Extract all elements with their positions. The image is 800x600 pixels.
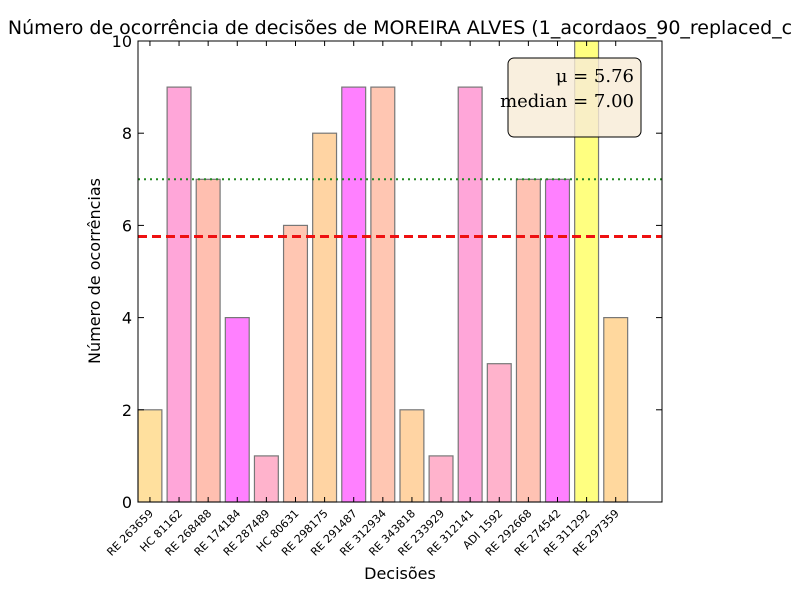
bar — [370, 86, 396, 503]
bar — [399, 409, 425, 503]
chart-title: Número de ocorrência de decisões de MORE… — [8, 17, 792, 39]
plot-frame — [137, 40, 663, 503]
y-axis-label: Número de ocorrências — [85, 178, 104, 364]
bar — [166, 86, 192, 503]
bar — [544, 178, 571, 503]
bar — [457, 86, 483, 503]
y-tick-label: 10 — [112, 32, 132, 51]
bar — [282, 224, 309, 503]
y-tick-label: 0 — [122, 493, 132, 512]
bar — [341, 86, 367, 503]
reference-lines — [138, 178, 662, 238]
y-tick-label: 4 — [122, 309, 132, 328]
y-tick-label: 6 — [122, 216, 132, 235]
stats-box: μ = 5.76 median = 7.00 — [500, 57, 642, 138]
median-label: median = 7.00 — [500, 91, 634, 112]
bar — [428, 455, 454, 503]
bar — [195, 178, 221, 503]
bars-group — [137, 40, 629, 503]
y-tick-label: 2 — [122, 401, 132, 420]
bar — [312, 132, 338, 503]
x-axis-label: Decisões — [364, 564, 436, 583]
bar — [137, 409, 163, 503]
bar — [224, 317, 250, 503]
bar — [253, 455, 279, 503]
y-tick-label: 8 — [122, 124, 132, 143]
stats-box-background — [507, 57, 642, 138]
bar — [515, 178, 541, 503]
y-axis-ticks: 0 2 4 6 8 10 — [112, 32, 662, 512]
bar — [603, 317, 629, 503]
mean-label: μ = 5.76 — [556, 66, 634, 87]
bar — [486, 363, 512, 503]
